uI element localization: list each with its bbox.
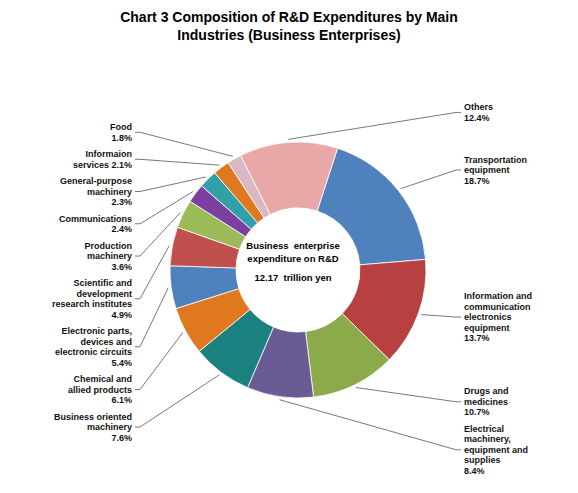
- svg-text:Food1.8%: Food1.8%: [110, 122, 132, 143]
- html-text:12.17 trillion yen: 12.17 trillion yen: [254, 272, 332, 283]
- svg-text:Chemical andallied products6.1: Chemical andallied products6.1%: [68, 374, 132, 405]
- svg-text:Productionmachinery3.6%: Productionmachinery3.6%: [85, 241, 133, 272]
- html-text:Industries (Business Enterpris: Industries (Business Enterprises): [177, 27, 401, 43]
- svg-text:Transportationequipment18.7%: Transportationequipment18.7%: [464, 155, 527, 186]
- svg-text:Communications2.4%: Communications2.4%: [59, 214, 132, 235]
- svg-text:Information andcommunicationel: Information andcommunicationelectronicse…: [464, 291, 532, 343]
- svg-text:Scientific anddevelopmentresea: Scientific anddevelopmentresearch instit…: [52, 278, 132, 320]
- html-text:Chart 3 Composition of R&D Exp: Chart 3 Composition of R&D Expenditures …: [120, 9, 458, 25]
- svg-text:Business orientedmachinery7.6%: Business orientedmachinery7.6%: [54, 412, 132, 443]
- svg-text:Informaionservices 2.1%: Informaionservices 2.1%: [73, 149, 132, 170]
- html-text:expenditure on R&D: expenditure on R&D: [247, 253, 339, 264]
- svg-text:Drugs andmedicines10.7%: Drugs andmedicines10.7%: [464, 386, 509, 417]
- svg-text:Others12.4%: Others12.4%: [464, 102, 493, 123]
- html-text:Business enterprise: Business enterprise: [246, 240, 340, 251]
- svg-text:Electronic parts,devices andel: Electronic parts,devices andelectronic c…: [55, 326, 132, 368]
- svg-text:General-purposemachinery2.3%: General-purposemachinery2.3%: [60, 176, 132, 207]
- svg-text:Electricalmachinery,equipment: Electricalmachinery,equipment andsupplie…: [464, 424, 528, 476]
